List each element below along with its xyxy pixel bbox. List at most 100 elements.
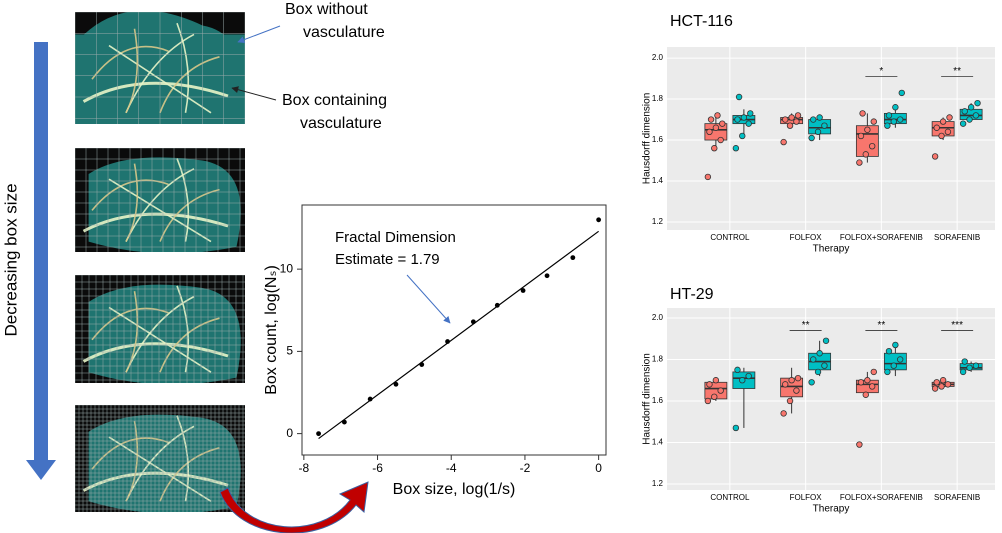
annotation: Box without xyxy=(285,1,368,18)
y-tick-label: 1.4 xyxy=(652,438,664,447)
y-tick-label: 2.0 xyxy=(652,313,664,322)
image-content xyxy=(75,12,245,124)
data-point xyxy=(788,114,795,121)
data-point xyxy=(520,288,526,293)
tissue-region xyxy=(88,414,241,512)
fit-line xyxy=(318,230,599,440)
data-point xyxy=(944,128,952,136)
x-tick-label: SORAFENIB xyxy=(934,493,980,502)
data-point xyxy=(704,397,712,405)
x-tick-label: SORAFENIB xyxy=(934,233,980,242)
data-point xyxy=(939,118,947,125)
data-point xyxy=(885,347,893,355)
data-point xyxy=(810,116,817,123)
data-point xyxy=(707,116,715,123)
data-point xyxy=(944,381,952,388)
vessel xyxy=(82,342,229,363)
plot-frame xyxy=(301,204,607,456)
data-point xyxy=(938,132,945,140)
vessel xyxy=(82,81,229,103)
data-point xyxy=(793,387,800,394)
x-tick-label: CONTROL xyxy=(710,493,750,502)
chart-title: HCT-116 xyxy=(670,13,733,30)
x-tick-label: FOLFOX+SORAFENIB xyxy=(840,493,923,502)
chart-title: HT-29 xyxy=(670,286,714,303)
data-point xyxy=(712,377,720,384)
data-point xyxy=(745,120,752,127)
data-point xyxy=(939,377,947,384)
vessel xyxy=(91,179,169,211)
data-point xyxy=(931,153,939,160)
data-point xyxy=(959,368,967,376)
data-point xyxy=(859,110,866,117)
vessel xyxy=(159,56,220,114)
vessel xyxy=(108,178,212,243)
x-tick-label: FOLFOX+SORAFENIB xyxy=(840,233,923,242)
grid-images xyxy=(75,12,245,512)
x-tick-label: 0 xyxy=(595,461,602,475)
significance-label: ** xyxy=(877,320,885,331)
data-point xyxy=(786,397,794,405)
tissue-region xyxy=(88,284,241,383)
data-point xyxy=(734,366,741,374)
data-point xyxy=(822,337,830,344)
annotation-arrow xyxy=(406,274,451,324)
data-point xyxy=(596,217,602,223)
annotation-arrow xyxy=(237,25,281,44)
data-point xyxy=(898,89,905,97)
data-point xyxy=(870,118,877,125)
data-point xyxy=(734,116,741,123)
x-axis-label: Therapy xyxy=(813,244,850,255)
data-point xyxy=(735,93,743,101)
y-tick-label: 1.2 xyxy=(652,479,664,488)
data-point xyxy=(890,362,897,369)
annotation: Box containing xyxy=(282,92,387,109)
y-tick-label: 1.4 xyxy=(652,176,664,185)
data-point xyxy=(933,124,940,131)
image-content xyxy=(75,275,245,383)
grid-image xyxy=(75,405,245,512)
data-point xyxy=(966,116,973,123)
x-axis-label: Therapy xyxy=(813,504,850,515)
data-point xyxy=(747,110,754,117)
vessel xyxy=(176,158,190,242)
size-arrow-shaft xyxy=(34,42,48,462)
vessel xyxy=(125,291,139,373)
data-point xyxy=(706,128,713,136)
data-point xyxy=(890,118,897,125)
annotation: vasculature xyxy=(303,24,385,41)
data-point xyxy=(739,377,746,384)
x-tick-label: -6 xyxy=(372,461,383,475)
data-point xyxy=(732,145,740,152)
data-point xyxy=(864,377,871,384)
data-point xyxy=(884,368,891,376)
data-point xyxy=(717,387,724,394)
x-tick-label: -8 xyxy=(299,461,310,475)
data-point xyxy=(816,114,823,121)
vessel xyxy=(176,22,190,113)
data-point xyxy=(856,159,863,166)
significance-label: * xyxy=(879,66,883,77)
size-arrow-head xyxy=(26,460,56,480)
x-tick-label: -4 xyxy=(446,461,457,475)
data-point xyxy=(794,112,802,119)
data-point xyxy=(938,383,945,390)
vessel xyxy=(82,471,229,492)
data-point xyxy=(896,116,904,123)
data-point xyxy=(857,379,865,386)
data-point xyxy=(740,114,748,121)
data-point xyxy=(808,379,815,386)
significance-label: *** xyxy=(951,320,963,331)
data-point xyxy=(786,122,794,129)
data-point xyxy=(870,368,877,376)
x-tick-label: FOLFOX xyxy=(790,233,823,242)
data-point xyxy=(788,377,795,384)
data-point xyxy=(966,364,973,371)
y-tick-label: 1.2 xyxy=(652,217,664,226)
data-point xyxy=(316,431,321,437)
data-point xyxy=(814,368,822,376)
data-point xyxy=(470,319,476,325)
data-point xyxy=(544,273,550,279)
data-point xyxy=(711,393,718,401)
